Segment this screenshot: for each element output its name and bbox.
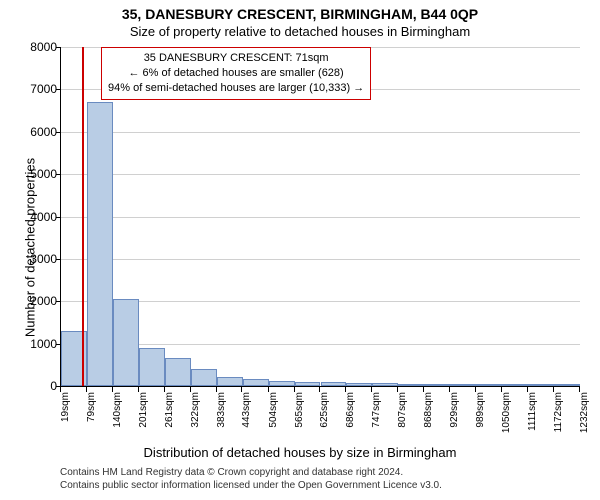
property-size-vline: [82, 47, 84, 386]
histogram-bar: [243, 379, 269, 386]
x-tick-label: 1172sqm: [553, 392, 564, 452]
x-tick-label: 19sqm: [60, 392, 71, 452]
x-tick-label: 807sqm: [397, 392, 408, 452]
annotation-line3: 94% of semi-detached houses are larger (…: [108, 81, 364, 96]
histogram-bar: [191, 369, 217, 386]
x-tick-label: 625sqm: [319, 392, 330, 452]
histogram-bar: [398, 384, 424, 386]
y-tick-label: 8000: [17, 41, 57, 53]
histogram-bar: [372, 383, 398, 386]
histogram-bar: [139, 348, 165, 386]
histogram-bar: [113, 299, 139, 386]
chart-container: 35, DANESBURY CRESCENT, BIRMINGHAM, B44 …: [0, 0, 600, 500]
histogram-bar: [528, 384, 554, 386]
x-tick-label: 1232sqm: [579, 392, 590, 452]
histogram-bar: [321, 382, 347, 386]
histogram-bar: [165, 358, 191, 386]
x-tick-label: 322sqm: [190, 392, 201, 452]
x-tick-label: 929sqm: [449, 392, 460, 452]
x-tick-label: 504sqm: [268, 392, 279, 452]
x-tick-label: 79sqm: [86, 392, 97, 452]
footer-attribution: Contains HM Land Registry data © Crown c…: [60, 466, 580, 492]
annotation-box: 35 DANESBURY CRESCENT: 71sqm← 6% of deta…: [101, 47, 371, 100]
histogram-bar: [217, 377, 243, 386]
x-tick-label: 443sqm: [241, 392, 252, 452]
footer-line2: Contains public sector information licen…: [60, 479, 580, 492]
x-tick-label: 686sqm: [345, 392, 356, 452]
x-tick-label: 201sqm: [138, 392, 149, 452]
footer-line1: Contains HM Land Registry data © Crown c…: [60, 466, 580, 479]
y-tick-label: 1000: [17, 338, 57, 350]
gridline: [61, 259, 580, 260]
histogram-bar: [87, 102, 113, 386]
histogram-bar: [502, 384, 528, 386]
chart-title: 35, DANESBURY CRESCENT, BIRMINGHAM, B44 …: [0, 6, 600, 22]
annotation-line2: ← 6% of detached houses are smaller (628…: [108, 66, 364, 81]
gridline: [61, 174, 580, 175]
y-tick-label: 7000: [17, 83, 57, 95]
chart-subtitle: Size of property relative to detached ho…: [0, 24, 600, 39]
gridline: [61, 344, 580, 345]
plot-area: 35 DANESBURY CRESCENT: 71sqm← 6% of deta…: [60, 47, 580, 387]
y-tick-label: 2000: [17, 295, 57, 307]
x-tick-label: 565sqm: [294, 392, 305, 452]
histogram-bar: [554, 384, 580, 386]
x-tick-label: 989sqm: [475, 392, 486, 452]
histogram-bar: [346, 383, 372, 386]
histogram-bar: [295, 382, 321, 386]
gridline: [61, 217, 580, 218]
histogram-bar: [269, 381, 295, 386]
histogram-bar: [450, 384, 476, 386]
x-tick-label: 261sqm: [164, 392, 175, 452]
x-tick-label: 868sqm: [423, 392, 434, 452]
x-tick-label: 383sqm: [216, 392, 227, 452]
gridline: [61, 132, 580, 133]
y-tick-label: 4000: [17, 211, 57, 223]
x-tick-label: 747sqm: [371, 392, 382, 452]
y-tick-label: 0: [17, 380, 57, 392]
gridline: [61, 301, 580, 302]
x-tick-label: 1050sqm: [501, 392, 512, 452]
y-tick-label: 5000: [17, 168, 57, 180]
histogram-bar: [476, 384, 502, 386]
x-tick-label: 140sqm: [112, 392, 123, 452]
histogram-bar: [424, 384, 450, 386]
y-tick-label: 3000: [17, 253, 57, 265]
annotation-line1: 35 DANESBURY CRESCENT: 71sqm: [108, 51, 364, 66]
x-tick-label: 1111sqm: [527, 392, 538, 452]
y-tick-label: 6000: [17, 126, 57, 138]
